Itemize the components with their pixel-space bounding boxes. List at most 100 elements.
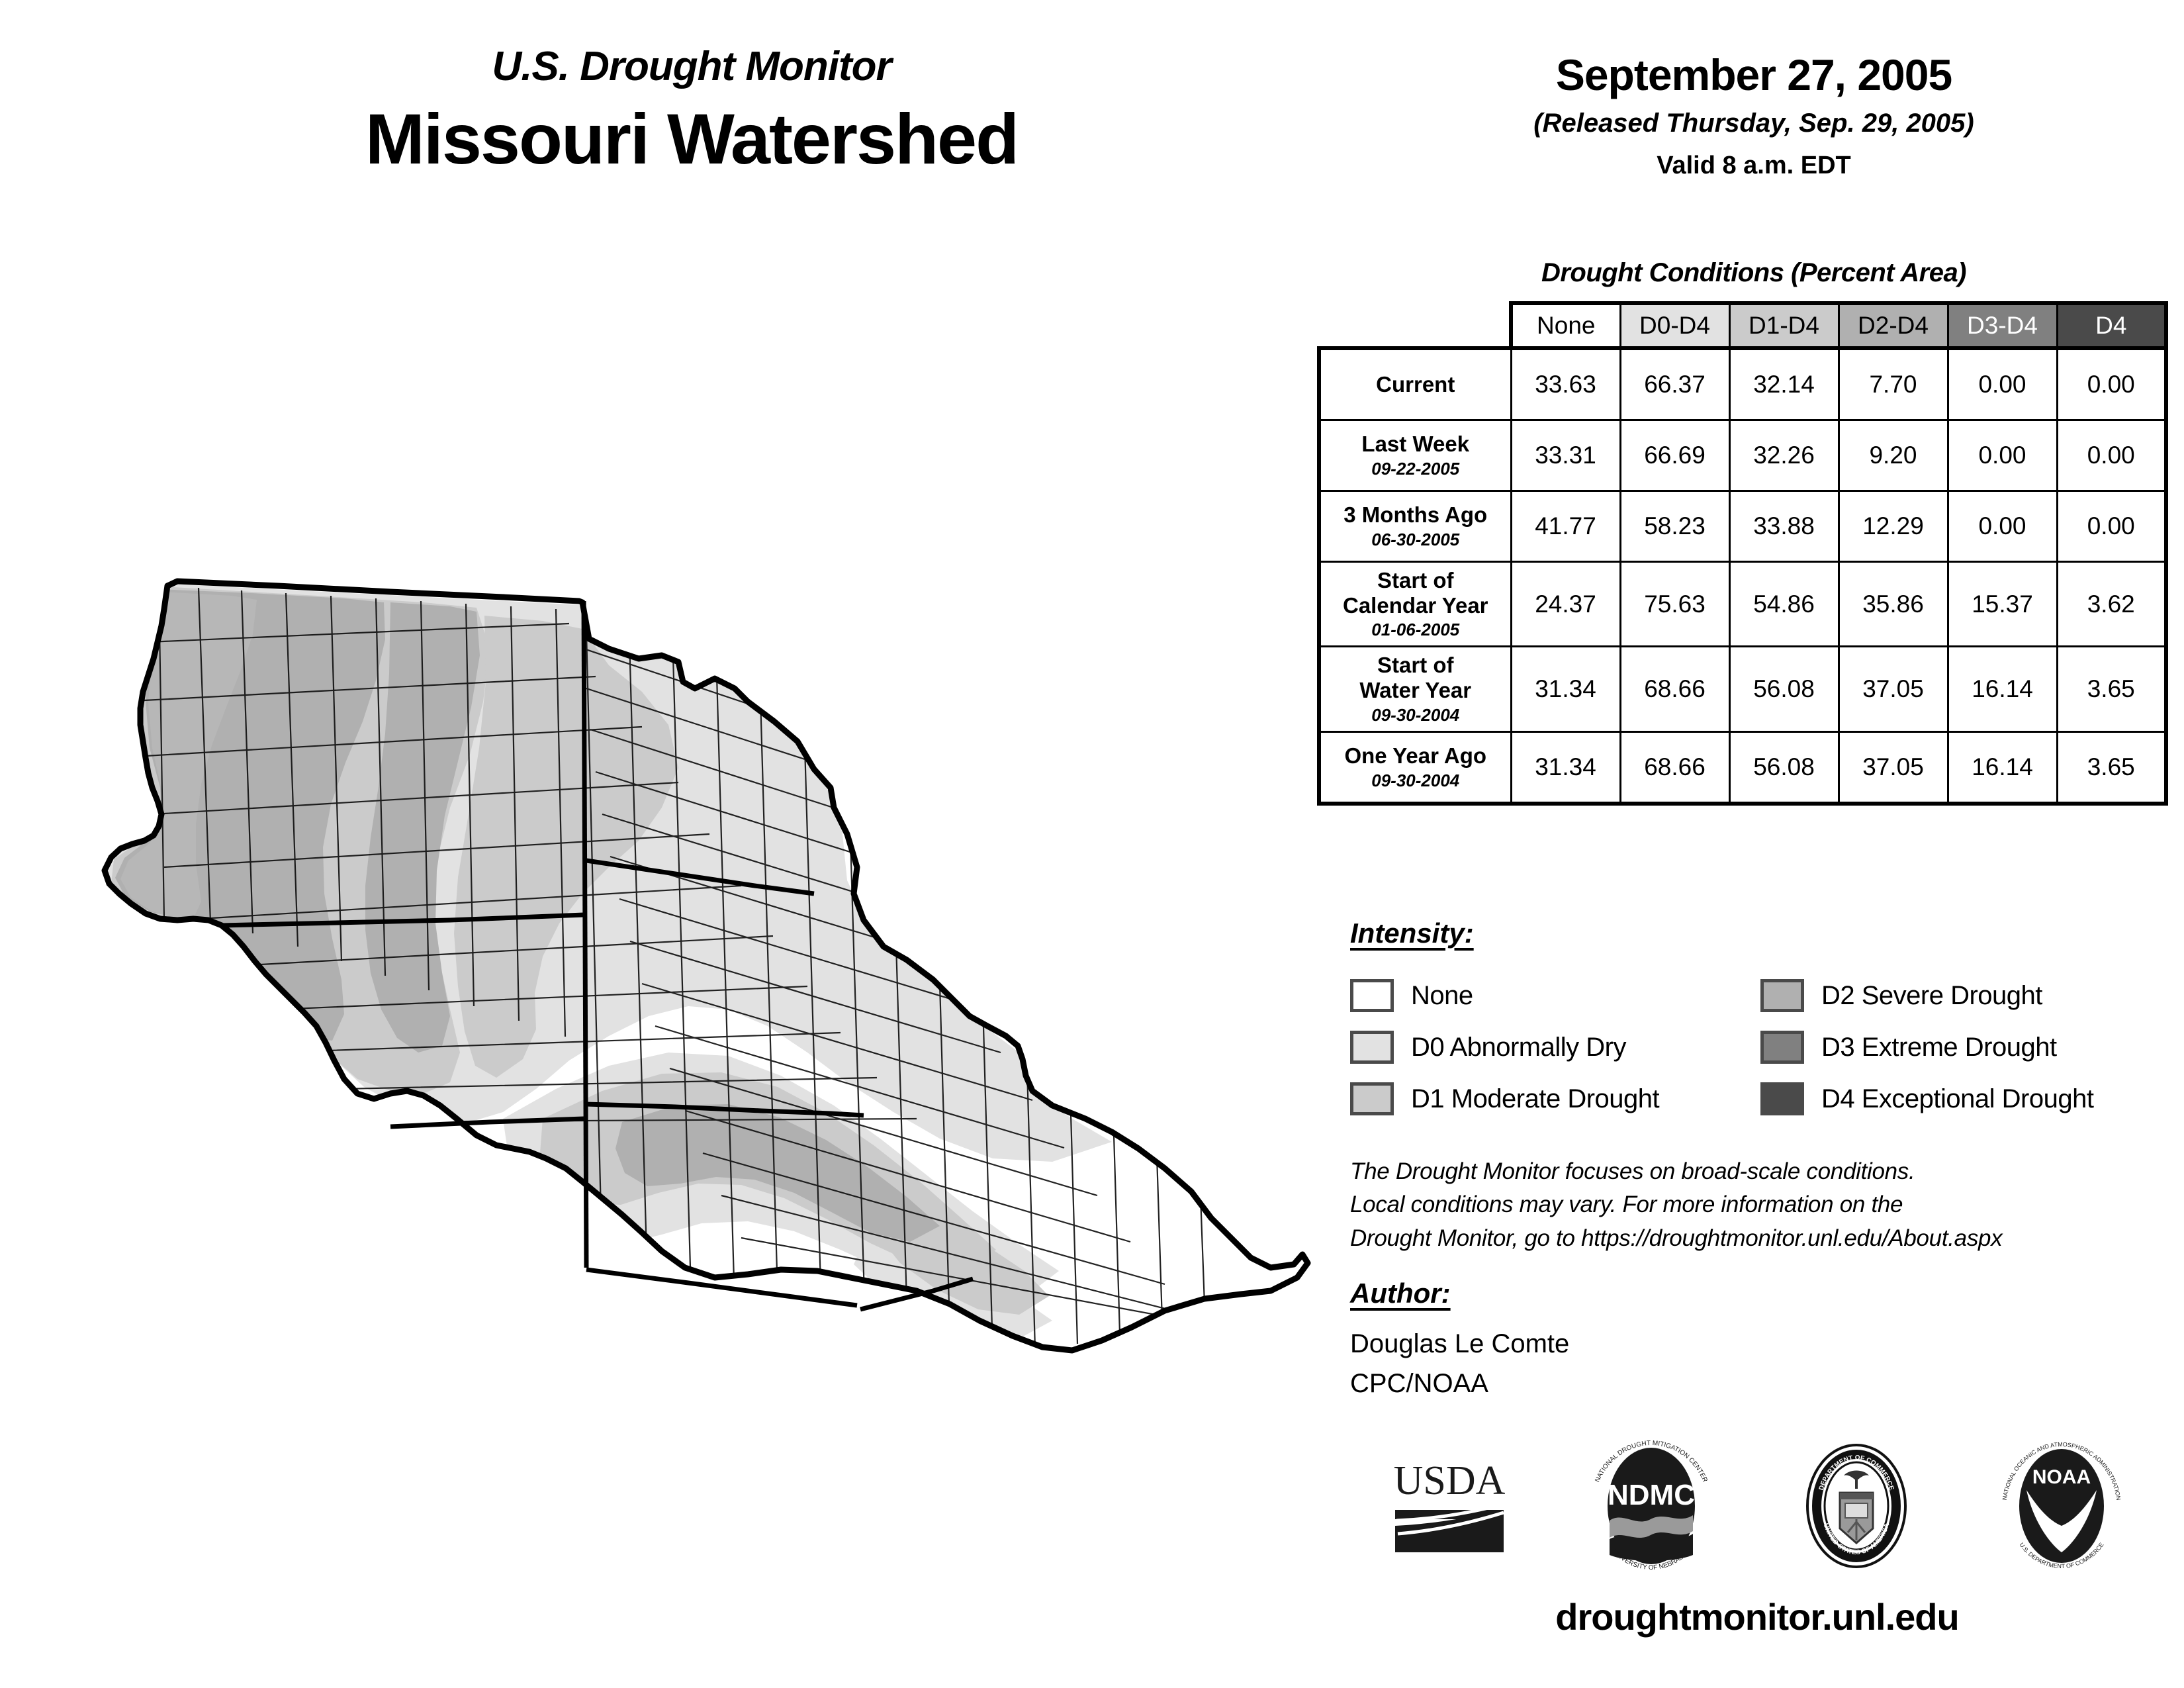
row-label-line: One Year Ago — [1344, 743, 1487, 768]
table-row-label: Current — [1317, 346, 1512, 421]
legend-label: D4 Exceptional Drought — [1821, 1084, 2094, 1113]
table-cell-value: 0.00 — [2056, 419, 2168, 492]
table-cell-value: 56.08 — [1728, 730, 1840, 806]
row-label-line: Water Year — [1359, 678, 1472, 703]
doc-logo: DEPARTMENT OF COMMERCE UNITED STATES OF … — [1806, 1444, 1907, 1568]
right-panel: September 27, 2005 (Released Thursday, S… — [1317, 0, 2184, 1688]
table-row-label: Start of Water Year 09-30-2004 — [1317, 645, 1512, 733]
watershed-outline — [101, 578, 1311, 1354]
table-cell-value: 9.20 — [1837, 419, 1949, 492]
table-row: 3 Months Ago 06-30-2005 41.77 58.23 33.88 12.… — [1317, 490, 2168, 563]
legend-swatch — [1350, 1082, 1394, 1115]
table-col-header-d3-d4: D3-D4 — [1946, 301, 2058, 350]
table-body: Current 33.63 66.37 32.14 7.70 0.00 0.00 Last W… — [1317, 346, 2168, 806]
table-header-row: None D0-D4 D1-D4 D2-D4 D3-D4 D4 — [1319, 301, 2168, 350]
table-cell-value: 33.88 — [1728, 490, 1840, 563]
row-label-line: Last Week — [1361, 432, 1470, 457]
drought-monitor-supertitle: U.S. Drought Monitor — [492, 44, 891, 89]
table-row: Start of Calendar Year 01-06-2005 24.37 75.6… — [1317, 560, 2168, 648]
usda-logo-text: USDA — [1394, 1458, 1506, 1503]
table-cell-value: 68.66 — [1619, 645, 1731, 733]
table-cell-value: 0.00 — [2056, 490, 2168, 563]
table-cell-value: 54.86 — [1728, 560, 1840, 648]
footer-url: droughtmonitor.unl.edu — [1555, 1596, 1959, 1638]
title-block: U.S. Drought Monitor Missouri Watershed — [218, 46, 1165, 180]
disclaimer-line-1: The Drought Monitor focuses on broad-sca… — [1350, 1158, 1915, 1184]
table-cell-value: 75.63 — [1619, 560, 1731, 648]
disclaimer-line-3: Drought Monitor, go to https://droughtmo… — [1350, 1225, 2003, 1251]
table-cell-value: 0.00 — [1946, 490, 2058, 563]
table-cell-value: 58.23 — [1619, 490, 1731, 563]
row-label-date: 09-30-2004 — [1371, 770, 1460, 790]
intensity-heading: Intensity: — [1350, 917, 1474, 949]
author-info: Douglas Le Comte CPC/NOAA — [1350, 1324, 1569, 1403]
legend-swatch — [1350, 979, 1394, 1012]
table-cell-value: 0.00 — [1946, 346, 2058, 421]
drought-map-svg — [101, 578, 1311, 1354]
valid-time: Valid 8 a.m. EDT — [1657, 152, 1851, 179]
table-cell-value: 0.00 — [1946, 419, 2058, 492]
issue-date: September 27, 2005 — [1555, 50, 1952, 99]
legend-swatch — [1760, 1082, 1804, 1115]
legend-label: D3 Extreme Drought — [1821, 1032, 2057, 1062]
ndmc-logo: NDMC NATIONAL DROUGHT MITIGATION CENTER … — [1594, 1440, 1708, 1571]
table-col-header-none: None — [1509, 301, 1621, 350]
row-label-date: 01-06-2005 — [1371, 620, 1460, 640]
table-cell-value: 3.65 — [2056, 730, 2168, 806]
table-caption: Drought Conditions (Percent Area) — [1541, 258, 1967, 287]
row-label-line: 3 Months Ago — [1343, 502, 1488, 528]
table-cell-value: 56.08 — [1728, 645, 1840, 733]
author-name: Douglas Le Comte — [1350, 1329, 1570, 1358]
table-cell-value: 16.14 — [1946, 645, 2058, 733]
table-cell-value: 37.05 — [1837, 645, 1949, 733]
table-cell-value: 31.34 — [1510, 730, 1621, 806]
drought-conditions-table: None D0-D4 D1-D4 D2-D4 D3-D4 D4 Current 33.63 6… — [1317, 301, 2168, 806]
table-cell-value: 35.86 — [1837, 560, 1949, 648]
table-row-label: 3 Months Ago 06-30-2005 — [1317, 490, 1512, 563]
table-cell-value: 24.37 — [1510, 560, 1621, 648]
table-cell-value: 32.14 — [1728, 346, 1840, 421]
table-row: Current 33.63 66.37 32.14 7.70 0.00 0.00 — [1317, 346, 2168, 421]
legend-item: D4 Exceptional Drought — [1760, 1073, 2164, 1125]
legend-swatch — [1350, 1031, 1394, 1064]
legend-label: None — [1411, 980, 1473, 1010]
legend-label: D0 Abnormally Dry — [1411, 1032, 1626, 1062]
table-col-header-d1-d4: D1-D4 — [1728, 301, 1840, 350]
table-cell-value: 0.00 — [2056, 346, 2168, 421]
table-cell-value: 31.34 — [1510, 645, 1621, 733]
table-cell-value: 3.62 — [2056, 560, 2168, 648]
date-block: September 27, 2005 (Released Thursday, S… — [1350, 53, 2158, 180]
row-label-date: 06-30-2005 — [1371, 529, 1460, 549]
legend-item: D2 Severe Drought — [1760, 970, 2164, 1021]
legend-label: D2 Severe Drought — [1821, 980, 2042, 1010]
table-cell-value: 12.29 — [1837, 490, 1949, 563]
legend-item: D3 Extreme Drought — [1760, 1021, 2164, 1073]
table-row-label: Last Week 09-22-2005 — [1317, 419, 1512, 492]
page-title: Missouri Watershed — [365, 99, 1019, 179]
row-label-line: Calendar Year — [1342, 592, 1488, 618]
author-heading: Author: — [1350, 1278, 1451, 1309]
noaa-logo-text: NOAA — [2032, 1466, 2091, 1488]
table-cell-value: 66.69 — [1619, 419, 1731, 492]
row-label-line: Start of — [1377, 653, 1454, 678]
table-col-header-d0-d4: D0-D4 — [1619, 301, 1731, 350]
table-cell-value: 15.37 — [1946, 560, 2058, 648]
legend-item: D1 Moderate Drought — [1350, 1073, 1760, 1125]
usda-logo: USDA — [1394, 1458, 1506, 1552]
table-row: Start of Water Year 09-30-2004 31.34 68.66 56… — [1317, 645, 2168, 733]
table-cell-value: 33.63 — [1510, 346, 1621, 421]
drought-map — [79, 523, 1343, 1357]
legend-swatch — [1760, 1031, 1804, 1064]
legend-item: D0 Abnormally Dry — [1350, 1021, 1760, 1073]
disclaimer-line-2: Local conditions may vary. For more info… — [1350, 1192, 1903, 1218]
table-cell-value: 41.77 — [1510, 490, 1621, 563]
table-row: Last Week 09-22-2005 33.31 66.69 32.26 9.20 0.… — [1317, 419, 2168, 492]
table-cell-value: 3.65 — [2056, 645, 2168, 733]
logo-row: USDA NDMC NATIONAL DROUGHT MITIGATION CE… — [1350, 1433, 2164, 1579]
table-row-label: One Year Ago 09-30-2004 — [1317, 730, 1512, 806]
disclaimer-text: The Drought Monitor focuses on broad-sca… — [1350, 1155, 2164, 1255]
table-corner-cell — [1319, 303, 1511, 348]
table-row-label: Start of Calendar Year 01-06-2005 — [1317, 560, 1512, 648]
table-row: One Year Ago 09-30-2004 31.34 68.66 56.08 37.… — [1317, 730, 2168, 806]
author-affiliation: CPC/NOAA — [1350, 1369, 1488, 1398]
